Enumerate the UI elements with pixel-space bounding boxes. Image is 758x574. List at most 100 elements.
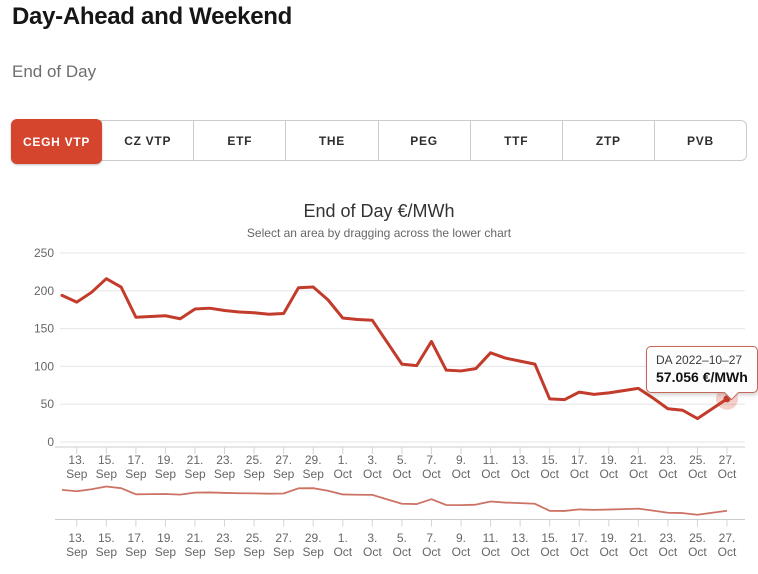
x-label-day: 15. [541,453,558,467]
x-label-day: 27. [275,453,292,467]
x-label-month: Oct [481,467,500,481]
navigator-label-month: Oct [570,545,589,559]
navigator-label-day: 27. [719,531,736,545]
navigator-label-month: Sep [125,545,147,559]
price-chart: 05010015020025013.Sep15.Sep17.Sep19.Sep2… [34,246,745,559]
navigator-label-month: Sep [155,545,177,559]
navigator-label-month: Oct [629,545,648,559]
x-label-day: 9. [456,453,466,467]
x-label-day: 19. [157,453,174,467]
x-label-month: Oct [422,467,441,481]
navigator-label-day: 11. [483,531,499,545]
y-axis-label: 200 [34,284,54,298]
tooltip-value: 57.056 €/MWh [656,369,748,385]
navigator-label-day: 1. [338,531,348,545]
x-label-month: Oct [659,467,678,481]
x-label-day: 3. [367,453,377,467]
x-label-day: 13. [512,453,529,467]
y-axis-label: 0 [47,435,54,449]
navigator-label-day: 17. [571,531,588,545]
x-label-day: 17. [128,453,145,467]
y-axis-label: 50 [41,397,55,411]
x-label-month: Sep [125,467,147,481]
tab-pvb[interactable]: PVB [653,121,746,160]
navigator-label-day: 21. [187,531,204,545]
x-label-month: Sep [155,467,177,481]
x-label-month: Oct [363,467,382,481]
x-label-day: 23. [216,453,233,467]
x-label-day: 5. [397,453,407,467]
x-label-month: Oct [570,467,589,481]
navigator-label-month: Oct [481,545,500,559]
x-label-month: Oct [452,467,471,481]
x-label-day: 15. [98,453,115,467]
tooltip-date: DA 2022–10–27 [656,353,743,367]
navigator-label-month: Oct [599,545,618,559]
navigator-label-month: Sep [66,545,88,559]
navigator-label-day: 3. [367,531,377,545]
navigator-label-month: Sep [303,545,325,559]
x-label-day: 25. [246,453,263,467]
x-label-month: Sep [303,467,325,481]
y-axis-label: 100 [34,359,54,373]
navigator-label-day: 19. [157,531,174,545]
x-label-day: 21. [630,453,647,467]
x-label-day: 27. [719,453,736,467]
navigator-label-day: 15. [98,531,115,545]
x-label-month: Oct [599,467,618,481]
navigator-label-month: Sep [96,545,118,559]
page-subtitle: End of Day [12,62,97,81]
navigator-label-month: Sep [214,545,236,559]
hub-tabbar: CEGH VTP CZ VTP ETF THE PEG TTF ZTP PVB [11,119,747,164]
tab-cz-vtp[interactable]: CZ VTP [101,121,193,160]
chart-subtitle: Select an area by dragging across the lo… [246,226,512,240]
navigator-label-month: Oct [333,545,352,559]
navigator-label-month: Sep [243,545,265,559]
tab-the[interactable]: THE [285,121,377,160]
x-label-month: Oct [393,467,412,481]
price-line [60,277,729,421]
tooltip: DA 2022–10–27 57.056 €/MWh [646,346,758,393]
navigator-label-month: Oct [688,545,707,559]
navigator-label-month: Oct [718,545,737,559]
navigator-label-day: 23. [660,531,677,545]
y-axis-label: 150 [34,322,54,336]
x-label-day: 11. [483,453,499,467]
navigator[interactable] [55,482,745,526]
navigator-label-day: 17. [128,531,145,545]
navigator-label-day: 15. [541,531,558,545]
navigator-label-month: Oct [511,545,530,559]
x-label-month: Sep [66,467,88,481]
navigator-label-month: Oct [393,545,412,559]
tab-cegh-vtp[interactable]: CEGH VTP [11,119,103,164]
tab-ttf[interactable]: TTF [469,121,562,160]
navigator-label-day: 19. [600,531,617,545]
x-label-day: 17. [571,453,588,467]
navigator-label-month: Oct [422,545,441,559]
tab-etf[interactable]: ETF [193,121,285,160]
navigator-label-month: Oct [540,545,559,559]
x-label-month: Oct [629,467,648,481]
navigator-label-day: 27. [275,531,292,545]
x-label-month: Sep [96,467,118,481]
navigator-label-day: 23. [216,531,233,545]
navigator-line [61,485,728,516]
tab-peg[interactable]: PEG [377,121,470,160]
navigator-label-month: Oct [363,545,382,559]
navigator-label-month: Sep [273,545,295,559]
chart-title: End of Day €/MWh [303,201,455,221]
navigator-label-day: 29. [305,531,322,545]
page-title: Day-Ahead and Weekend [12,3,293,30]
y-axis-label: 250 [34,246,54,260]
x-label-month: Sep [243,467,265,481]
navigator-label-day: 25. [689,531,706,545]
x-label-month: Sep [273,467,295,481]
x-label-day: 1. [338,453,348,467]
navigator-label-month: Oct [659,545,678,559]
x-label-day: 21. [187,453,204,467]
x-label-day: 29. [305,453,322,467]
navigator-label-day: 13. [512,531,529,545]
x-label-month: Oct [718,467,737,481]
navigator-label-month: Sep [184,545,206,559]
tab-ztp[interactable]: ZTP [561,121,654,160]
